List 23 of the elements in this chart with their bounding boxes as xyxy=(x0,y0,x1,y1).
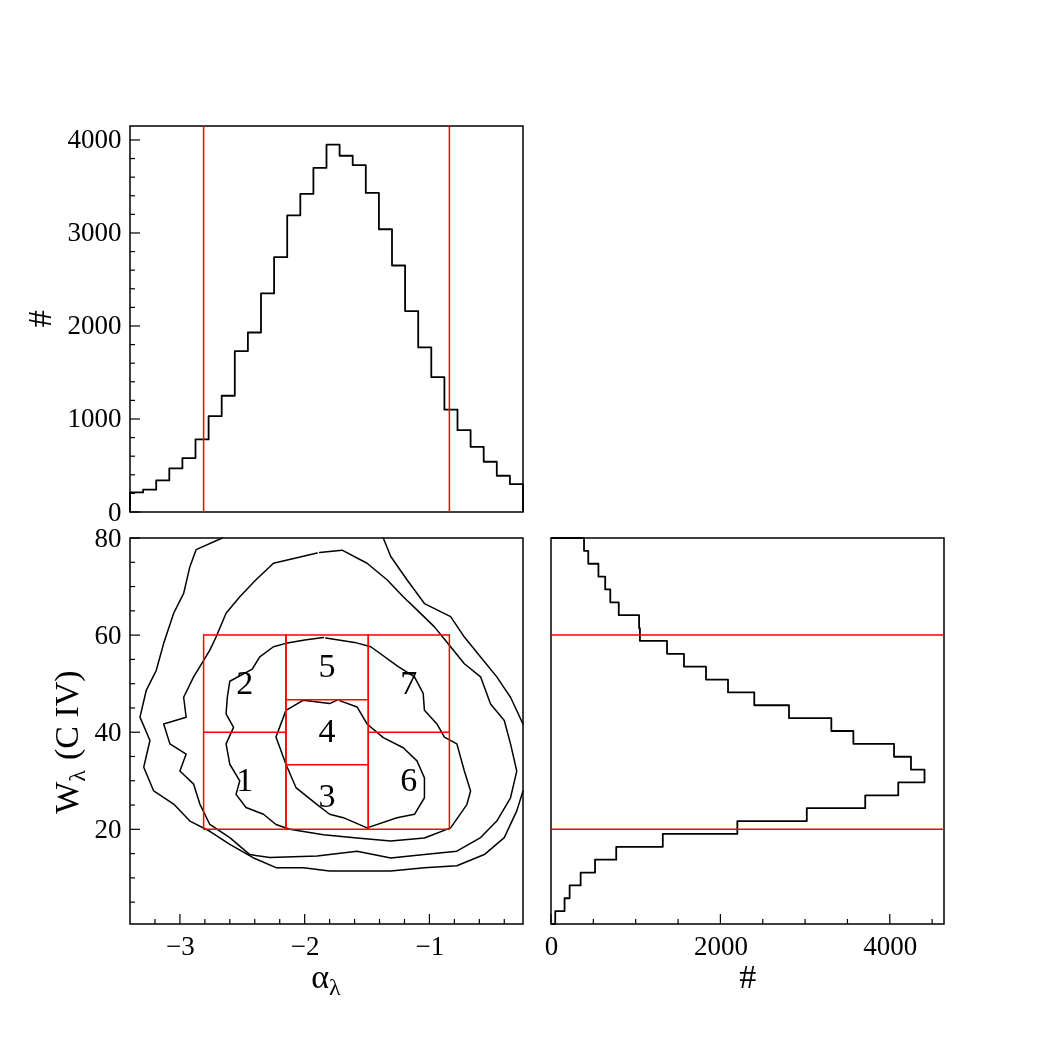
series-label: 7 xyxy=(400,663,418,701)
y-tick-label: 1000 xyxy=(67,403,122,434)
x-tick-label: 2000 xyxy=(693,930,748,961)
y-tick-label: 60 xyxy=(94,619,122,650)
x-tick-label: 4000 xyxy=(863,930,918,961)
y-tick-label: 3000 xyxy=(67,217,122,248)
series-label: 6 xyxy=(400,760,418,798)
x-tick-label: −2 xyxy=(290,930,320,961)
x-tick-label: −3 xyxy=(166,930,195,961)
y-tick-label: 40 xyxy=(94,716,122,747)
y-axis-title: Wλ (C IV) xyxy=(48,670,90,814)
y-tick-label: 4000 xyxy=(67,124,122,155)
series-label: 3 xyxy=(318,777,336,815)
y-tick-label: 2000 xyxy=(67,310,122,341)
series-label: 4 xyxy=(318,712,336,750)
y-tick-label: 20 xyxy=(94,813,122,844)
y-axis-title: # xyxy=(21,310,58,328)
series-label: 5 xyxy=(318,647,336,685)
x-axis-title: # xyxy=(739,958,757,995)
x-tick-label: −1 xyxy=(415,930,445,961)
series-label: 2 xyxy=(236,663,254,701)
series-label: 1 xyxy=(236,760,254,798)
x-tick-label: 0 xyxy=(544,930,559,961)
